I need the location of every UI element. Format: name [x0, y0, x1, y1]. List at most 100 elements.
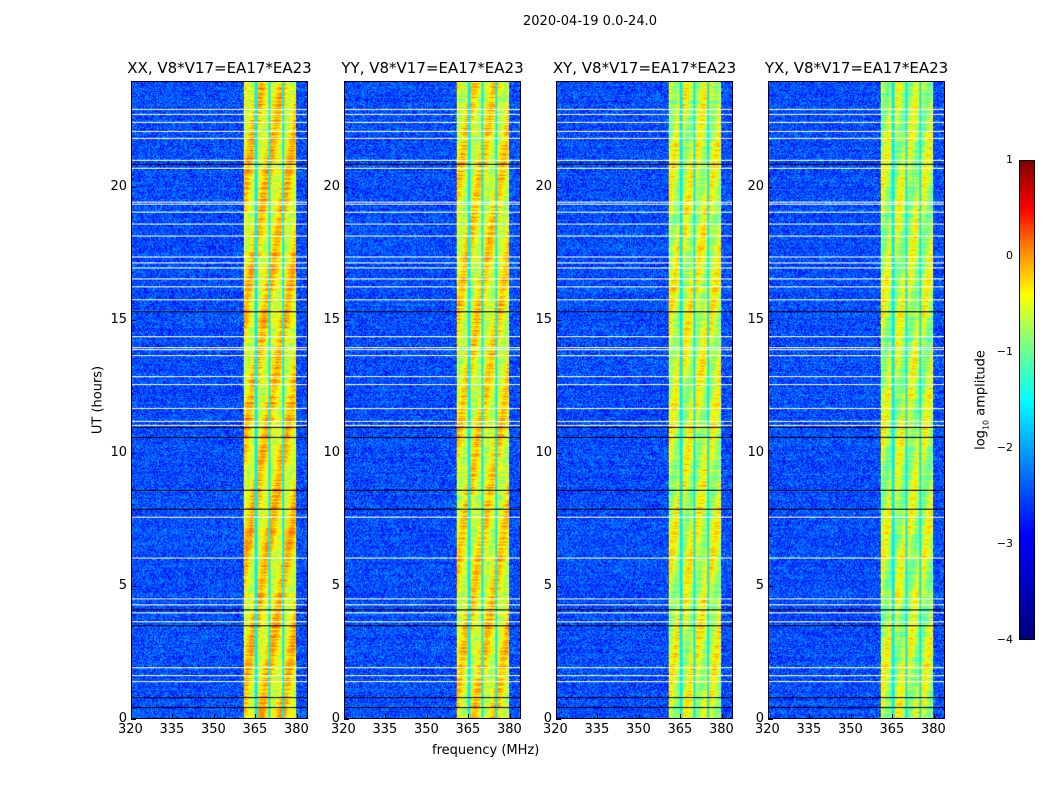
y-tick-label: 5 [755, 578, 764, 594]
y-tick-label: 0 [755, 711, 764, 726]
x-tick-mark [638, 714, 640, 719]
x-tick-label: 320 [755, 722, 780, 737]
x-tick-mark [509, 714, 511, 719]
x-tick-mark [768, 714, 769, 719]
y-tick-label: 10 [110, 445, 127, 461]
x-tick-label: 380 [496, 722, 522, 737]
y-tick-label: 20 [747, 179, 764, 195]
colorbar-tick-label: 1 [1006, 153, 1013, 166]
spectrogram-heatmap [132, 82, 307, 718]
x-axis-label: frequency (MHz) [432, 743, 540, 758]
x-tick-label: 350 [625, 722, 651, 737]
colorbar [1019, 160, 1035, 640]
x-tick-label: 380 [283, 722, 309, 737]
panel-title: XX, V8*V17=EA17*EA23 [127, 59, 312, 77]
x-tick-label: 320 [543, 722, 568, 737]
x-tick-label: 320 [118, 722, 143, 737]
x-tick-label: 320 [331, 722, 356, 737]
figure-title: 2020-04-19 0.0-24.0 [523, 14, 657, 29]
y-tick-label: 10 [323, 445, 340, 461]
y-tick-mark [768, 586, 773, 588]
x-tick-mark [597, 714, 599, 719]
x-tick-label: 350 [837, 722, 863, 737]
y-tick-label: 20 [535, 179, 552, 195]
y-tick-label: 15 [110, 312, 127, 328]
x-tick-label: 335 [372, 722, 398, 737]
x-tick-label: 365 [667, 722, 693, 737]
x-tick-mark [933, 714, 935, 719]
colorbar-tick-label: 0 [1006, 249, 1013, 262]
x-tick-mark [344, 714, 345, 719]
spectrogram-panel [768, 81, 945, 719]
y-tick-label: 15 [535, 312, 552, 328]
x-tick-label: 365 [242, 722, 268, 737]
y-tick-mark [556, 320, 561, 322]
y-tick-mark [344, 320, 349, 322]
x-tick-label: 365 [879, 722, 905, 737]
y-tick-label: 5 [543, 578, 552, 594]
y-tick-mark [556, 453, 561, 455]
x-tick-label: 365 [455, 722, 481, 737]
y-tick-mark [344, 453, 349, 455]
x-tick-mark [721, 714, 723, 719]
y-tick-label: 0 [331, 711, 340, 726]
panel-title: XY, V8*V17=EA17*EA23 [552, 59, 737, 77]
spectrogram-panel [344, 81, 521, 719]
y-tick-label: 0 [543, 711, 552, 726]
y-tick-label: 10 [747, 445, 764, 461]
y-tick-label: 10 [535, 445, 552, 461]
x-tick-label: 380 [920, 722, 946, 737]
x-tick-label: 335 [159, 722, 185, 737]
x-tick-mark [255, 714, 257, 719]
y-tick-mark [556, 187, 561, 189]
x-tick-label: 350 [200, 722, 226, 737]
x-tick-mark [680, 714, 682, 719]
y-tick-mark [768, 453, 773, 455]
y-tick-mark [131, 586, 136, 588]
y-tick-label: 5 [331, 578, 340, 594]
x-tick-mark [892, 714, 894, 719]
y-tick-mark [131, 719, 136, 720]
y-tick-mark [344, 187, 349, 189]
y-tick-label: 5 [118, 578, 127, 594]
y-tick-mark [768, 719, 773, 720]
spectrogram-heatmap [769, 82, 944, 718]
y-tick-label: 20 [323, 179, 340, 195]
y-tick-mark [556, 719, 561, 720]
x-tick-mark [131, 714, 132, 719]
x-tick-mark [296, 714, 298, 719]
y-axis-label: UT (hours) [90, 365, 106, 435]
y-tick-mark [131, 187, 136, 189]
x-tick-mark [426, 714, 428, 719]
y-tick-mark [131, 320, 136, 322]
y-tick-label: 20 [110, 179, 127, 195]
x-tick-mark [468, 714, 470, 719]
y-tick-mark [131, 453, 136, 455]
colorbar-tick-label: −2 [996, 441, 1013, 454]
y-tick-mark [344, 719, 349, 720]
colorbar-label: log10 amplitude [974, 350, 991, 450]
spectrogram-heatmap [557, 82, 732, 718]
x-tick-mark [172, 714, 174, 719]
x-tick-label: 335 [796, 722, 822, 737]
x-tick-mark [556, 714, 557, 719]
y-tick-mark [556, 586, 561, 588]
colorbar-tick-label: −4 [996, 633, 1013, 646]
y-tick-mark [344, 586, 349, 588]
spectrogram-panel [131, 81, 308, 719]
panel-title: YY, V8*V17=EA17*EA23 [341, 59, 524, 77]
x-tick-label: 335 [584, 722, 610, 737]
colorbar-label-rest: amplitude [973, 350, 989, 420]
x-tick-mark [213, 714, 215, 719]
spectrogram-heatmap [345, 82, 520, 718]
y-tick-label: 15 [747, 312, 764, 328]
spectrogram-panel [556, 81, 733, 719]
x-tick-mark [385, 714, 387, 719]
panel-title: YX, V8*V17=EA17*EA23 [764, 59, 949, 77]
x-tick-mark [809, 714, 811, 719]
colorbar-tick-label: −3 [996, 537, 1013, 550]
x-tick-label: 350 [413, 722, 439, 737]
colorbar-tick-label: −1 [996, 345, 1013, 358]
x-tick-mark [850, 714, 852, 719]
